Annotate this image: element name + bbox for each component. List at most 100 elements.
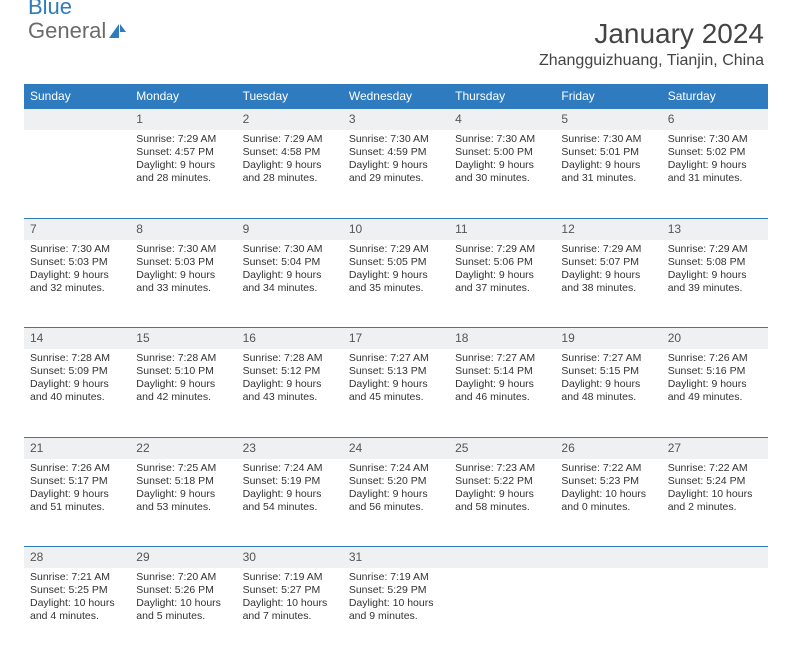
day-info-line: Sunset: 5:20 PM — [349, 475, 443, 488]
day-info-line: Sunrise: 7:19 AM — [243, 571, 337, 584]
day-info-line: and 7 minutes. — [243, 610, 337, 623]
day-number-row: 28293031 — [24, 547, 768, 569]
day-info-line: Sunrise: 7:30 AM — [136, 243, 230, 256]
day-info-line: and 30 minutes. — [455, 172, 549, 185]
day-content-cell: Sunrise: 7:25 AMSunset: 5:18 PMDaylight:… — [130, 459, 236, 547]
day-number-cell: 27 — [662, 437, 768, 459]
day-info-line: Sunset: 5:09 PM — [30, 365, 124, 378]
day-content-cell: Sunrise: 7:22 AMSunset: 5:24 PMDaylight:… — [662, 459, 768, 547]
day-info-line: and 56 minutes. — [349, 501, 443, 514]
day-info-line: Sunset: 5:00 PM — [455, 146, 549, 159]
day-info-line: Sunset: 5:18 PM — [136, 475, 230, 488]
day-number-cell: 15 — [130, 328, 236, 350]
day-info-line: Sunrise: 7:30 AM — [349, 133, 443, 146]
day-number-cell: 12 — [555, 218, 661, 240]
day-number-cell: 29 — [130, 547, 236, 569]
day-number-cell: 10 — [343, 218, 449, 240]
day-number-cell: 3 — [343, 109, 449, 131]
day-info-line: Sunrise: 7:26 AM — [30, 462, 124, 475]
day-info-line: and 31 minutes. — [561, 172, 655, 185]
day-info-line: Daylight: 10 hours — [668, 488, 762, 501]
day-info-line: Daylight: 9 hours — [455, 159, 549, 172]
day-info-line: Sunset: 5:13 PM — [349, 365, 443, 378]
day-number-cell: 11 — [449, 218, 555, 240]
day-info-line: Daylight: 9 hours — [455, 269, 549, 282]
day-content-cell: Sunrise: 7:19 AMSunset: 5:29 PMDaylight:… — [343, 568, 449, 656]
day-number-cell: 19 — [555, 328, 661, 350]
day-info-line: Sunset: 5:16 PM — [668, 365, 762, 378]
day-info-line: Daylight: 9 hours — [136, 378, 230, 391]
day-info-line: Sunrise: 7:29 AM — [349, 243, 443, 256]
day-info-line: and 5 minutes. — [136, 610, 230, 623]
day-content-cell: Sunrise: 7:30 AMSunset: 5:03 PMDaylight:… — [130, 240, 236, 328]
day-info-line: Sunrise: 7:29 AM — [455, 243, 549, 256]
day-info-line: Sunrise: 7:27 AM — [349, 352, 443, 365]
day-info-line: Sunrise: 7:27 AM — [561, 352, 655, 365]
day-info-line: and 49 minutes. — [668, 391, 762, 404]
weekday-header: Monday — [130, 84, 236, 109]
day-content-cell — [24, 130, 130, 218]
day-info-line: Sunset: 4:57 PM — [136, 146, 230, 159]
day-info-line: Daylight: 10 hours — [136, 597, 230, 610]
day-info-line: Daylight: 9 hours — [455, 378, 549, 391]
day-info-line: Daylight: 9 hours — [243, 378, 337, 391]
location-text: Zhangguizhuang, Tianjin, China — [539, 52, 764, 70]
day-info-line: Sunrise: 7:26 AM — [668, 352, 762, 365]
day-content-cell — [662, 568, 768, 656]
day-info-line: Sunset: 5:06 PM — [455, 256, 549, 269]
day-info-line: and 51 minutes. — [30, 501, 124, 514]
day-info-line: and 38 minutes. — [561, 282, 655, 295]
day-info-line: Sunrise: 7:25 AM — [136, 462, 230, 475]
day-info-line: Sunrise: 7:22 AM — [668, 462, 762, 475]
day-info-line: Daylight: 10 hours — [561, 488, 655, 501]
day-info-line: and 43 minutes. — [243, 391, 337, 404]
weekday-header: Sunday — [24, 84, 130, 109]
day-content-cell — [555, 568, 661, 656]
day-info-line: and 28 minutes. — [136, 172, 230, 185]
day-info-line: Sunset: 5:17 PM — [30, 475, 124, 488]
day-info-line: Sunset: 5:19 PM — [243, 475, 337, 488]
day-info-line: Sunset: 5:01 PM — [561, 146, 655, 159]
day-info-line: Daylight: 9 hours — [30, 378, 124, 391]
day-info-line: Sunset: 5:08 PM — [668, 256, 762, 269]
day-info-line: Daylight: 10 hours — [243, 597, 337, 610]
day-info-line: Daylight: 9 hours — [30, 269, 124, 282]
day-content-cell — [449, 568, 555, 656]
day-info-line: Sunset: 5:25 PM — [30, 584, 124, 597]
day-info-line: Sunrise: 7:28 AM — [30, 352, 124, 365]
title-block: January 2024 Zhangguizhuang, Tianjin, Ch… — [539, 18, 764, 70]
day-content-cell: Sunrise: 7:29 AMSunset: 4:57 PMDaylight:… — [130, 130, 236, 218]
day-info-line: Daylight: 9 hours — [349, 378, 443, 391]
day-info-line: and 46 minutes. — [455, 391, 549, 404]
day-number-cell: 31 — [343, 547, 449, 569]
day-info-line: Daylight: 9 hours — [136, 488, 230, 501]
calendar-table: Sunday Monday Tuesday Wednesday Thursday… — [24, 84, 768, 656]
day-info-line: and 37 minutes. — [455, 282, 549, 295]
day-info-line: Sunrise: 7:30 AM — [455, 133, 549, 146]
day-content-cell: Sunrise: 7:29 AMSunset: 5:05 PMDaylight:… — [343, 240, 449, 328]
day-info-line: Sunset: 4:58 PM — [243, 146, 337, 159]
day-info-line: Sunset: 5:24 PM — [668, 475, 762, 488]
day-info-line: and 4 minutes. — [30, 610, 124, 623]
day-content-cell: Sunrise: 7:30 AMSunset: 5:01 PMDaylight:… — [555, 130, 661, 218]
brand-logo: General — [28, 18, 126, 44]
day-content-cell: Sunrise: 7:27 AMSunset: 5:14 PMDaylight:… — [449, 349, 555, 437]
day-info-line: Daylight: 9 hours — [561, 159, 655, 172]
day-content-row: Sunrise: 7:21 AMSunset: 5:25 PMDaylight:… — [24, 568, 768, 656]
day-content-row: Sunrise: 7:30 AMSunset: 5:03 PMDaylight:… — [24, 240, 768, 328]
day-info-line: Daylight: 10 hours — [349, 597, 443, 610]
day-number-cell: 9 — [237, 218, 343, 240]
day-info-line: Sunset: 5:05 PM — [349, 256, 443, 269]
day-number-cell: 30 — [237, 547, 343, 569]
day-content-cell: Sunrise: 7:21 AMSunset: 5:25 PMDaylight:… — [24, 568, 130, 656]
triangle-icon — [109, 24, 119, 38]
day-content-cell: Sunrise: 7:26 AMSunset: 5:16 PMDaylight:… — [662, 349, 768, 437]
day-number-cell: 25 — [449, 437, 555, 459]
day-content-cell: Sunrise: 7:27 AMSunset: 5:13 PMDaylight:… — [343, 349, 449, 437]
day-info-line: Daylight: 9 hours — [668, 378, 762, 391]
day-info-line: Sunset: 5:26 PM — [136, 584, 230, 597]
day-number-cell: 24 — [343, 437, 449, 459]
day-content-cell: Sunrise: 7:20 AMSunset: 5:26 PMDaylight:… — [130, 568, 236, 656]
day-info-line: and 58 minutes. — [455, 501, 549, 514]
day-info-line: Daylight: 9 hours — [243, 269, 337, 282]
